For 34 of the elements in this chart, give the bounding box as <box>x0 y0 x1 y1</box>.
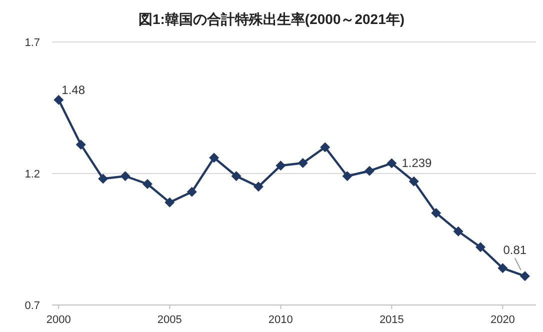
point <box>320 142 330 152</box>
point <box>408 176 419 186</box>
point <box>364 166 374 176</box>
point <box>431 208 442 218</box>
annotation: 1.48 <box>62 82 86 97</box>
point <box>164 197 175 208</box>
point <box>253 182 264 192</box>
point <box>54 94 64 105</box>
point <box>142 179 152 190</box>
y-tick-label: 0.7 <box>24 300 40 312</box>
annotation: 0.81 <box>503 243 527 258</box>
point <box>453 226 464 236</box>
x-tick-label: 2005 <box>157 314 182 326</box>
point <box>342 171 352 182</box>
annotation: 1.239 <box>402 156 432 170</box>
point <box>475 242 486 252</box>
x-tick-label: 2000 <box>46 314 71 326</box>
chart-title: 図1:韓国の合計特殊出生率(2000～2021年) <box>138 11 405 27</box>
point <box>520 271 530 282</box>
point <box>498 263 508 274</box>
y-tick-label: 1.7 <box>24 37 40 49</box>
point <box>186 186 197 197</box>
point <box>120 171 130 182</box>
point <box>76 140 86 150</box>
point <box>276 160 286 171</box>
y-tick-label: 1.2 <box>24 168 40 180</box>
point <box>98 174 108 184</box>
point <box>231 171 242 182</box>
point <box>386 158 397 168</box>
x-tick-label: 2015 <box>379 314 404 326</box>
point <box>209 152 220 163</box>
x-tick-label: 2010 <box>268 314 293 326</box>
x-tick-label: 2020 <box>490 314 515 326</box>
point <box>298 158 308 168</box>
